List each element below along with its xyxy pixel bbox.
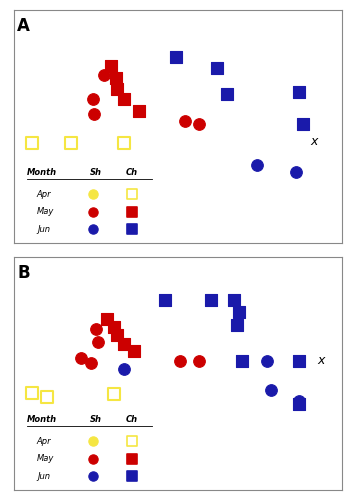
Text: Apr: Apr xyxy=(37,436,52,446)
Point xyxy=(297,356,302,364)
Text: Month: Month xyxy=(27,168,57,176)
Point xyxy=(136,108,141,116)
Point xyxy=(173,52,179,60)
Text: Ch: Ch xyxy=(126,168,138,176)
Point xyxy=(254,161,260,169)
Point xyxy=(293,168,299,176)
Point xyxy=(297,400,302,408)
Point xyxy=(196,120,202,128)
Text: May: May xyxy=(37,454,54,463)
Point xyxy=(79,354,84,362)
Point xyxy=(101,71,107,79)
Point xyxy=(264,356,269,364)
Text: x: x xyxy=(311,135,318,148)
Point xyxy=(224,90,230,98)
Point xyxy=(95,338,101,346)
Point xyxy=(297,398,302,406)
Point xyxy=(121,365,127,373)
Point xyxy=(297,88,302,96)
Point xyxy=(239,356,245,364)
Point xyxy=(111,390,117,398)
Point xyxy=(68,139,74,147)
Point xyxy=(90,472,96,480)
Point xyxy=(44,393,50,401)
Point xyxy=(108,62,113,70)
Point xyxy=(105,314,110,322)
Text: Ch: Ch xyxy=(126,414,138,424)
Point xyxy=(90,437,96,445)
Point xyxy=(29,390,35,398)
Point xyxy=(88,359,94,367)
Point xyxy=(129,225,135,233)
Point xyxy=(129,454,135,462)
Point xyxy=(111,323,117,331)
Text: Month: Month xyxy=(27,414,57,424)
Point xyxy=(182,116,187,124)
Point xyxy=(129,190,135,198)
Point xyxy=(68,139,74,147)
Point xyxy=(113,74,118,82)
Point xyxy=(114,331,120,339)
Point xyxy=(236,308,242,316)
Point xyxy=(90,94,96,102)
Point xyxy=(90,208,96,216)
Point xyxy=(129,472,135,480)
Text: Jun: Jun xyxy=(37,224,50,234)
Point xyxy=(208,296,214,304)
Text: x: x xyxy=(317,354,324,367)
Point xyxy=(90,225,96,233)
Text: Apr: Apr xyxy=(37,190,52,198)
Point xyxy=(129,208,135,216)
Text: Jun: Jun xyxy=(37,472,50,480)
Point xyxy=(91,110,97,118)
Point xyxy=(234,320,240,328)
Point xyxy=(121,139,127,147)
Point xyxy=(269,386,274,394)
Point xyxy=(231,296,237,304)
Point xyxy=(114,85,120,93)
Point xyxy=(131,348,136,356)
Point xyxy=(121,340,127,348)
Point xyxy=(29,390,35,398)
Text: Sh: Sh xyxy=(89,168,102,176)
Point xyxy=(111,390,117,398)
Text: Sh: Sh xyxy=(89,414,102,424)
Point xyxy=(44,393,50,401)
Point xyxy=(29,139,35,147)
Point xyxy=(196,356,202,364)
Text: May: May xyxy=(37,207,54,216)
Point xyxy=(90,190,96,198)
Point xyxy=(129,437,135,445)
Point xyxy=(90,454,96,462)
Text: B: B xyxy=(17,264,30,282)
Point xyxy=(215,64,220,72)
Point xyxy=(162,296,168,304)
Point xyxy=(93,325,99,333)
Point xyxy=(177,356,183,364)
Point xyxy=(121,94,127,102)
Text: A: A xyxy=(17,17,30,35)
Point xyxy=(121,139,127,147)
Point xyxy=(300,120,305,128)
Point xyxy=(29,139,35,147)
